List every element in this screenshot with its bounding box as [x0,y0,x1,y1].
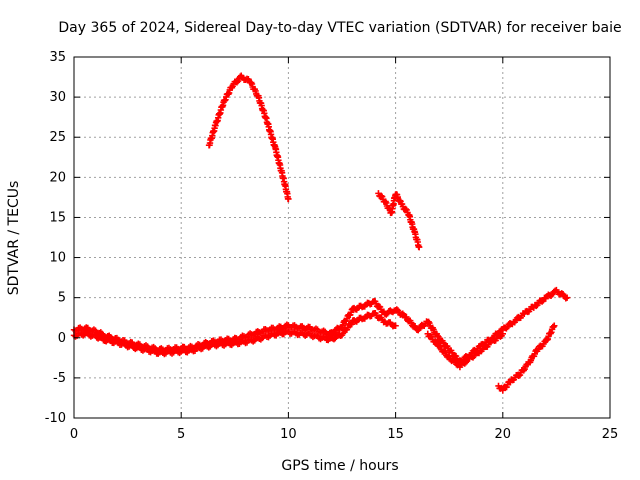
data-point [499,330,506,337]
data-point [392,322,399,329]
data-point [427,332,434,340]
y-tick-label: 5 [58,291,66,306]
data-point [348,321,355,328]
data-point [551,322,558,329]
data-point [461,360,468,367]
x-axis-label: GPS time / hours [281,458,398,474]
series-evening-track-a [413,286,571,365]
data-point [393,306,400,313]
data-point [432,338,439,345]
data-point [515,372,522,380]
y-tick-label: -10 [45,411,66,426]
data-point [245,75,252,83]
data-point [563,294,571,301]
series-baseline-track-b [70,310,399,358]
x-tick-label: 25 [602,427,619,442]
plot-frame [73,56,611,419]
x-tick-label: 0 [70,427,78,442]
series-peak-arc [205,72,292,203]
data-point [532,302,540,310]
y-tick-label: 30 [49,90,66,105]
y-tick-label: -5 [53,371,66,386]
series-evening-track-b [424,330,506,371]
data-point [285,195,292,203]
data-layer [70,72,571,394]
x-tick-label: 15 [387,427,404,442]
x-tick-label: 20 [495,427,512,442]
y-tick-label: 25 [49,130,66,145]
y-axis-label: SDTVAR / TECUs [6,181,22,296]
data-point [434,332,441,340]
series-mid-segment [375,190,423,251]
y-tick-label: 0 [58,331,66,346]
chart-title: Day 365 of 2024, Sidereal Day-to-day VTE… [58,20,621,36]
x-tick-label: 10 [280,427,297,442]
y-tick-label: 20 [49,170,66,185]
x-tick-label: 5 [177,427,185,442]
y-tick-label: 10 [49,251,66,266]
tick-layer: 0 5 10 15 20 25 -10 -5 0 5 10 15 20 25 30 35 [45,50,619,442]
series-late-rise [495,322,558,394]
data-point [415,243,423,251]
y-tick-label: 35 [49,50,66,65]
data-point [538,298,546,305]
data-point [378,192,385,200]
y-tick-label: 15 [49,210,66,225]
data-point [233,79,241,86]
data-point [436,342,443,349]
data-point [425,318,432,326]
data-point [402,205,409,213]
